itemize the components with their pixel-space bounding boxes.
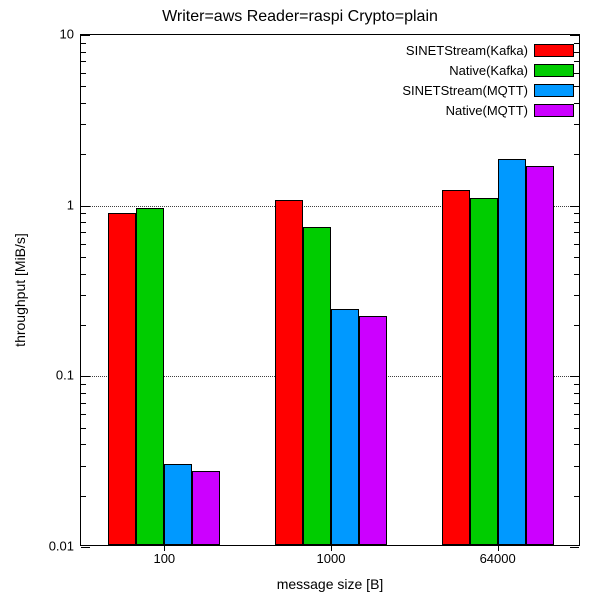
- ytick-minor: [574, 444, 579, 445]
- bar: [442, 190, 470, 545]
- bar: [498, 159, 526, 545]
- ytick-minor: [81, 61, 86, 62]
- legend-item: Native(Kafka): [402, 60, 574, 80]
- ytick-minor: [81, 73, 86, 74]
- ytick-mark: [570, 376, 579, 377]
- ytick-minor: [81, 154, 86, 155]
- ytick-mark: [81, 547, 90, 548]
- ytick-minor: [574, 232, 579, 233]
- ytick-minor: [574, 244, 579, 245]
- ytick-minor: [81, 124, 86, 125]
- chart-title: Writer=aws Reader=raspi Crypto=plain: [0, 8, 600, 26]
- ytick-mark: [570, 206, 579, 207]
- x-axis-label: message size [B]: [277, 576, 384, 592]
- ytick-minor: [81, 444, 86, 445]
- legend-swatch: [534, 64, 574, 77]
- ytick-minor: [574, 52, 579, 53]
- ytick-minor: [574, 403, 579, 404]
- ytick-minor: [81, 466, 86, 467]
- ytick-mark: [81, 376, 90, 377]
- bar: [275, 200, 303, 545]
- ytick-mark: [81, 206, 90, 207]
- ytick-minor: [574, 213, 579, 214]
- ytick-minor: [574, 428, 579, 429]
- legend-item: SINETStream(Kafka): [402, 40, 574, 60]
- ytick-minor: [574, 222, 579, 223]
- ytick-minor: [574, 466, 579, 467]
- legend-label: SINETStream(Kafka): [406, 43, 528, 58]
- ytick-label: 10: [60, 27, 74, 42]
- legend-label: SINETStream(MQTT): [402, 83, 528, 98]
- ytick-mark: [570, 35, 579, 36]
- ytick-minor: [574, 124, 579, 125]
- ytick-minor: [574, 393, 579, 394]
- ytick-label: 0.1: [56, 368, 74, 383]
- legend-label: Native(Kafka): [449, 63, 528, 78]
- ytick-minor: [574, 496, 579, 497]
- ytick-minor: [81, 428, 86, 429]
- chart-root: Writer=aws Reader=raspi Crypto=plain SIN…: [0, 0, 600, 600]
- ytick-label: 1: [67, 197, 74, 212]
- ytick-minor: [81, 393, 86, 394]
- ytick-minor: [574, 61, 579, 62]
- ytick-minor: [574, 154, 579, 155]
- bar: [164, 464, 192, 545]
- legend-swatch: [534, 84, 574, 97]
- ytick-minor: [81, 232, 86, 233]
- ytick-minor: [574, 295, 579, 296]
- legend-label: Native(MQTT): [446, 103, 528, 118]
- legend-item: SINETStream(MQTT): [402, 80, 574, 100]
- bar: [331, 309, 359, 545]
- legend-swatch: [534, 44, 574, 57]
- ytick-minor: [574, 274, 579, 275]
- ytick-mark: [81, 35, 90, 36]
- ytick-minor: [574, 414, 579, 415]
- ytick-minor: [574, 43, 579, 44]
- ytick-minor: [81, 257, 86, 258]
- bar: [136, 208, 164, 545]
- ytick-minor: [574, 86, 579, 87]
- xtick-label: 100: [153, 551, 175, 566]
- xtick-label: 1000: [317, 551, 346, 566]
- legend-item: Native(MQTT): [402, 100, 574, 120]
- ytick-minor: [81, 496, 86, 497]
- ytick-minor: [81, 325, 86, 326]
- ytick-minor: [81, 213, 86, 214]
- bar: [526, 166, 554, 545]
- ytick-label: 0.01: [49, 539, 74, 554]
- ytick-minor: [574, 257, 579, 258]
- ytick-minor: [81, 43, 86, 44]
- xtick-label: 64000: [480, 551, 516, 566]
- bar: [359, 316, 387, 545]
- ytick-minor: [574, 384, 579, 385]
- bar: [303, 227, 331, 545]
- bar: [470, 198, 498, 545]
- plot-area: SINETStream(Kafka) Native(Kafka) SINETStre…: [80, 34, 580, 546]
- ytick-minor: [81, 274, 86, 275]
- ytick-minor: [81, 414, 86, 415]
- ytick-mark: [570, 547, 579, 548]
- ytick-minor: [81, 244, 86, 245]
- ytick-minor: [574, 103, 579, 104]
- ytick-minor: [81, 295, 86, 296]
- ytick-minor: [574, 73, 579, 74]
- ytick-minor: [81, 52, 86, 53]
- ytick-minor: [81, 86, 86, 87]
- ytick-minor: [81, 403, 86, 404]
- ytick-minor: [81, 384, 86, 385]
- legend: SINETStream(Kafka) Native(Kafka) SINETStre…: [402, 40, 574, 120]
- ytick-minor: [81, 103, 86, 104]
- ytick-minor: [574, 325, 579, 326]
- y-axis-label: throughput [MiB/s]: [12, 233, 28, 347]
- legend-swatch: [534, 104, 574, 117]
- bar: [108, 213, 136, 545]
- bar: [192, 471, 220, 545]
- ytick-minor: [81, 222, 86, 223]
